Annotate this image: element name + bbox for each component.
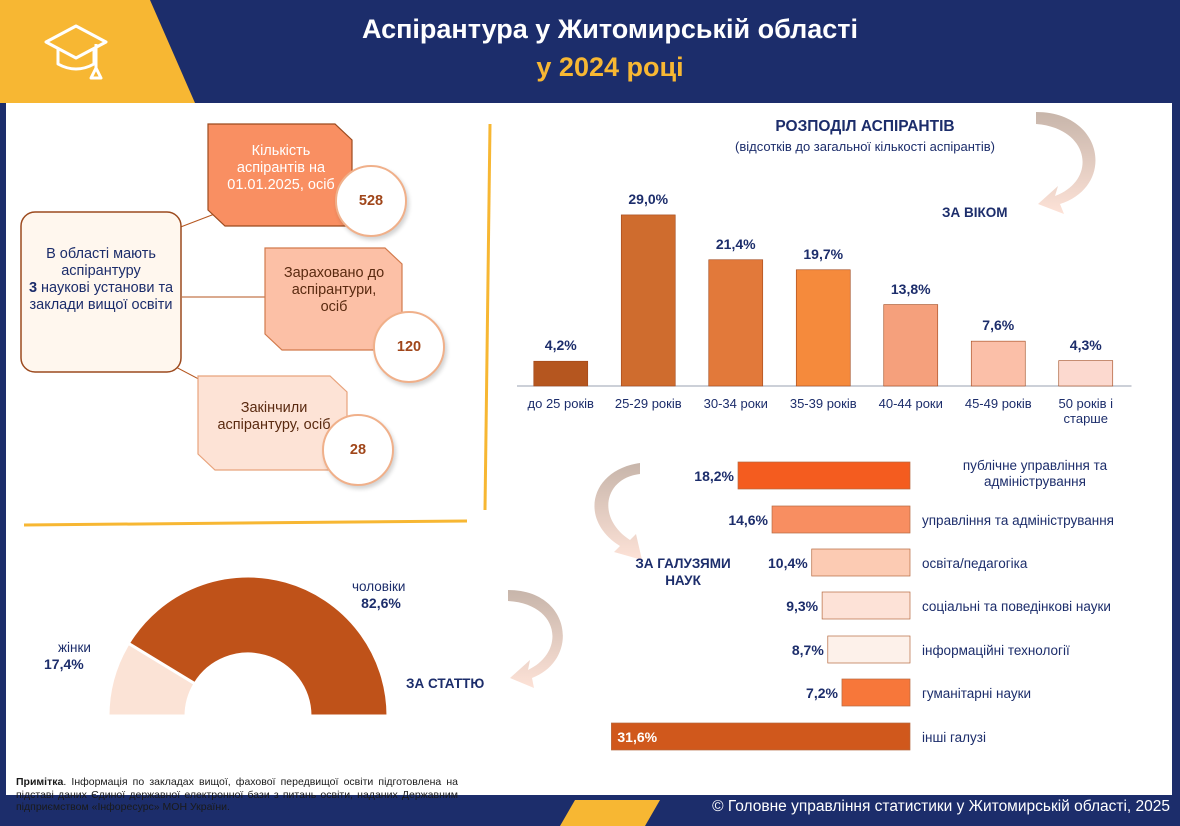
by-sex-label: ЗА СТАТТЮ — [406, 676, 485, 691]
field-bar — [841, 678, 911, 707]
page-title: Аспірантура у Житомирській області — [361, 14, 859, 44]
age-bar — [620, 214, 676, 387]
by-age-label: ЗА ВІКОМ — [942, 205, 1008, 220]
age-category-label: 40-44 роки — [878, 396, 943, 411]
age-bar — [795, 269, 851, 387]
field-bar — [771, 505, 911, 534]
footnote: Примітка. Інформація по закладах вищої, … — [16, 776, 458, 813]
summary-shapes — [20, 123, 403, 471]
age-value-label: 4,2% — [544, 337, 577, 354]
footer-copyright: © Головне управління статистики у Житоми… — [712, 798, 1170, 815]
age-arrow-icon — [1036, 112, 1096, 214]
summary-value-1: 528 — [335, 165, 407, 237]
field-value-label: 18,2% — [694, 468, 734, 484]
age-category-label: до 25 років — [527, 396, 594, 411]
field-category-label: соціальні та поведінкові науки — [922, 599, 1111, 614]
field-bar — [827, 635, 911, 664]
field-value-label: 9,3% — [786, 598, 819, 614]
field-category-label: освіта/педагогіка — [922, 556, 1028, 571]
by-field-label: ЗА ГАЛУЗЯМИ НАУК — [635, 556, 731, 588]
age-bar — [533, 360, 589, 387]
summary-value-3: 28 — [322, 414, 394, 486]
age-category-label: 50 років і старше — [1058, 396, 1113, 426]
age-value-label: 19,7% — [803, 245, 844, 262]
distribution-subtitle: (відсотків до загальної кількості аспіра… — [735, 139, 995, 154]
sex-slice — [126, 574, 390, 718]
field-category-label: інші галузі — [922, 730, 986, 745]
horizontal-divider — [23, 519, 468, 527]
sex-value-label: 17,4% — [44, 656, 84, 672]
page-subtitle-year: у 2024 році — [536, 52, 684, 82]
sex-arrow-icon — [508, 590, 563, 688]
summary-box-1-label: Кількість аспірантів на 01.01.2025, осіб — [227, 143, 335, 193]
field-bar — [811, 548, 911, 577]
age-bar — [883, 304, 939, 387]
age-category-label: 30-34 роки — [703, 396, 768, 411]
vertical-divider — [483, 123, 492, 511]
summary-value-2: 120 — [373, 311, 445, 383]
field-value-label: 31,6% — [617, 729, 658, 745]
distribution-title: РОЗПОДІЛ АСПІРАНТІВ — [775, 118, 955, 135]
age-bar — [708, 259, 764, 387]
age-category-label: 45-49 років — [964, 396, 1032, 411]
age-bar — [1058, 360, 1114, 387]
field-category-label: інформаційні технології — [922, 643, 1070, 658]
sex-category-label: жінки — [58, 640, 91, 655]
age-category-label: 35-39 років — [789, 396, 857, 411]
field-value-label: 10,4% — [768, 555, 808, 571]
footer-accent — [560, 800, 660, 826]
age-value-label: 21,4% — [715, 235, 756, 252]
field-value-label: 8,7% — [791, 642, 824, 658]
age-value-label: 4,3% — [1069, 336, 1102, 353]
age-value-label: 13,8% — [890, 280, 931, 297]
age-value-label: 29,0% — [628, 190, 669, 207]
field-value-label: 7,2% — [806, 685, 838, 701]
age-value-label: 7,6% — [982, 317, 1015, 334]
header-logo-area — [0, 0, 195, 103]
graduation-cap-icon — [44, 24, 108, 80]
field-value-label: 14,6% — [728, 512, 769, 528]
field-bar — [821, 591, 911, 620]
summary-main-box — [20, 211, 182, 373]
age-category-label: 25-29 років — [614, 396, 682, 411]
summary-main-text: В області мають аспірантуру 3 наукові ус… — [28, 246, 174, 313]
field-bar — [737, 461, 911, 490]
summary-box-3-label: Закінчили аспірантуру, осіб — [217, 400, 331, 433]
age-bar — [970, 340, 1026, 387]
field-category-label: гуманітарні науки — [922, 686, 1032, 701]
summary-box-2-label: Зараховано до аспірантури, осіб — [283, 265, 385, 315]
field-arrow-icon — [594, 463, 642, 560]
field-category-label: управління та адміністрування — [922, 513, 1114, 528]
sex-value-label: 82,6% — [361, 595, 401, 611]
field-bar — [611, 722, 911, 751]
sex-category-label: чоловіки — [352, 579, 406, 594]
field-category-label: публічне управління та адміністрування — [962, 458, 1108, 489]
